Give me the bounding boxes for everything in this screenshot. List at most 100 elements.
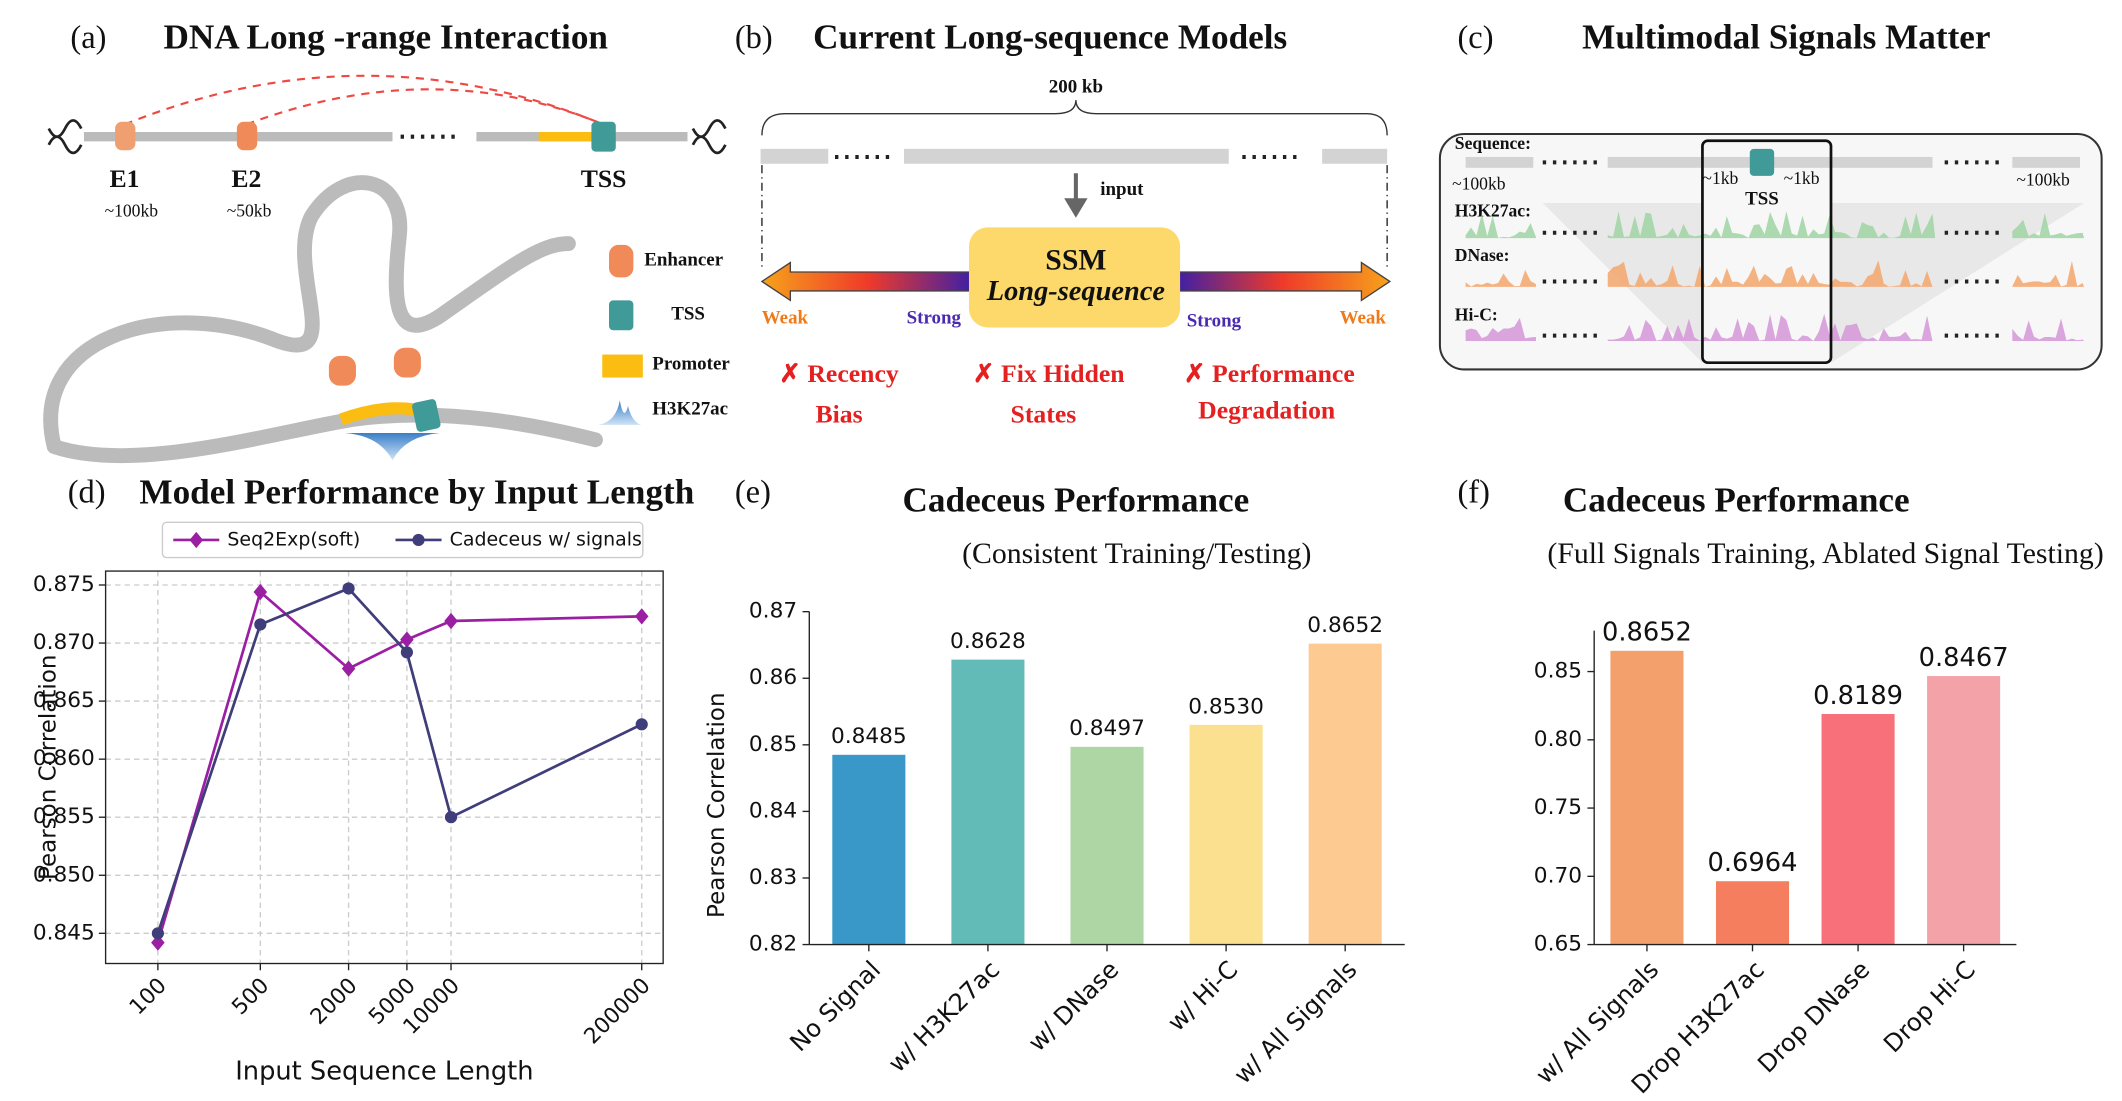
dna-icon [47, 119, 83, 155]
tss [412, 399, 441, 432]
distance-label: ~1kb [1784, 168, 1820, 188]
value-label: 0.8497 [1069, 716, 1145, 741]
legend-label: TSS [671, 304, 705, 325]
decay-arrow [1173, 261, 1392, 302]
bar [1070, 746, 1144, 945]
x-tick-label: w/ H3K27ac [882, 955, 1005, 1078]
signal-peaks [1465, 270, 1536, 287]
signal-box [1438, 132, 2103, 371]
panel-label: (c) [1458, 20, 1494, 56]
problem: Degradation [1198, 396, 1335, 425]
enhancer-distance: ~100kb [105, 200, 159, 220]
end-label: Strong [1187, 310, 1242, 331]
series-line [156, 589, 642, 943]
x-tick-label: w/ DNase [1022, 955, 1124, 1057]
panel-label: (e) [735, 475, 771, 511]
tss-window [1701, 139, 1833, 365]
x-tick-label: 2000 [306, 973, 363, 1030]
tss [591, 121, 616, 152]
value-label: 0.8530 [1188, 694, 1264, 719]
distance-label: ~100kb [2016, 169, 2070, 189]
interaction-arc [124, 74, 605, 126]
x-tick-label: 100 [125, 973, 172, 1020]
decay-arrow [760, 261, 976, 302]
legend-label: Seq2Exp(soft) [227, 528, 360, 550]
panel-label: (a) [70, 20, 106, 56]
y-axis-label: Pearson Correlation [704, 692, 730, 918]
legend-label: H3K27ac [652, 398, 728, 419]
tss-label: TSS [581, 164, 627, 193]
point [444, 612, 458, 630]
panel-title: Multimodal Signals Matter [1582, 18, 1990, 57]
signal-peaks [1465, 317, 1536, 342]
charts: (d) Model Performance by Input Length 0.84… [33, 472, 2104, 1099]
problem: States [1011, 400, 1077, 429]
problem: Bias [815, 400, 862, 429]
y-tick-label: 0.75 [1534, 795, 1582, 820]
chart-title: Cadeceus Performance [1563, 480, 1910, 519]
bar [1927, 676, 2001, 945]
panel-c: (c) Multimodal Signals Matter Sequence: … [1438, 18, 2103, 371]
end-label: Strong [907, 308, 962, 329]
end-label: Weak [762, 308, 809, 329]
enhancer [115, 121, 136, 151]
sequence-block [1465, 156, 1534, 168]
problem: ✗ Performance [1184, 359, 1355, 388]
legend-marker [412, 533, 425, 547]
tss-label: TSS [1745, 189, 1779, 210]
end-label: Weak [1340, 308, 1387, 329]
model-name: SSM [1045, 243, 1106, 276]
legend-swatch [598, 400, 642, 425]
series-line [156, 586, 643, 934]
chart-title: Model Performance by Input Length [139, 472, 694, 511]
distance-label: ~1kb [1702, 168, 1738, 188]
signal-peaks [1607, 260, 1936, 287]
legend-label: Enhancer [644, 250, 723, 271]
signal-peaks [2012, 213, 2085, 239]
input-arrow [1064, 173, 1088, 218]
value-label: 0.8189 [1813, 681, 1903, 711]
y-tick-label: 0.865 [33, 688, 95, 713]
panel-title: DNA Long -range Interaction [163, 18, 608, 57]
y-tick-label: 0.82 [749, 932, 797, 957]
x-tick-label: 200000 [580, 973, 656, 1049]
track-label: Sequence: [1455, 133, 1531, 153]
value-label: 0.8628 [950, 629, 1026, 654]
panel-label: (f) [1458, 475, 1490, 511]
value-label: 0.8652 [1602, 618, 1692, 648]
y-axis-label: Pearson Correlation [35, 655, 61, 881]
value-label: 0.8652 [1307, 613, 1383, 638]
enhancer [393, 347, 421, 378]
point [444, 811, 458, 824]
chromatin-loop [43, 175, 603, 464]
point [151, 927, 164, 940]
y-tick-label: 0.870 [33, 630, 95, 655]
y-tick-label: 0.875 [33, 572, 95, 597]
legend-swatch [602, 354, 643, 378]
x-axis-label: Input Sequence Length [235, 1056, 533, 1086]
value-label: 0.8467 [1919, 643, 2009, 673]
y-tick-label: 0.80 [1534, 727, 1582, 752]
legend-label: Promoter [652, 354, 729, 375]
enhancer-name: E2 [231, 164, 261, 193]
span-label: 200 kb [1049, 76, 1103, 97]
brace [761, 100, 1388, 136]
point [254, 618, 267, 631]
plot-frame [104, 570, 664, 965]
input-label: input [1100, 179, 1144, 200]
y-tick-label: 0.87 [749, 599, 797, 624]
enhancer-distance: ~50kb [227, 200, 272, 220]
chart-subtitle: (Consistent Training/Testing) [962, 537, 1311, 570]
sequence-block [1322, 148, 1388, 164]
enhancer-name: E1 [110, 164, 140, 193]
sequence-block [2012, 156, 2080, 168]
bar [1610, 650, 1684, 945]
point [400, 646, 413, 659]
bar [1821, 714, 1895, 945]
legend-marker [189, 531, 204, 549]
problem: ✗ Fix Hidden [973, 359, 1125, 388]
bar [1189, 724, 1263, 945]
enhancer [328, 355, 356, 386]
